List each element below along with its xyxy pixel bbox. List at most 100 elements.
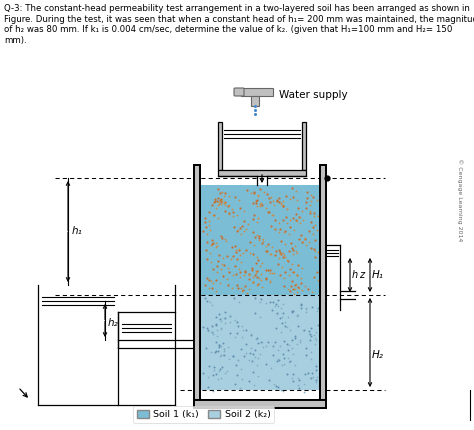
Point (250, 212, 258, 218)
Point (279, 203, 287, 210)
Legend: Soil 1 (k₁), Soil 2 (k₂): Soil 1 (k₁), Soil 2 (k₂) (134, 406, 274, 423)
Point (291, 333, 299, 340)
Point (270, 381, 278, 388)
Point (318, 370, 325, 377)
FancyBboxPatch shape (234, 88, 244, 96)
Point (235, 285, 242, 292)
Point (226, 356, 233, 362)
Point (212, 276, 219, 283)
Point (253, 218, 261, 225)
Point (237, 230, 245, 237)
Point (288, 375, 296, 381)
Point (222, 189, 229, 196)
Point (254, 203, 261, 210)
Text: Figure. During the test, it was seen that when a constant head of h₁= 200 mm was: Figure. During the test, it was seen tha… (4, 15, 474, 24)
Point (275, 261, 283, 267)
Point (213, 326, 221, 333)
Point (209, 388, 217, 395)
Point (289, 378, 296, 384)
Point (304, 370, 311, 377)
Point (270, 343, 277, 350)
Point (310, 245, 318, 252)
Point (246, 357, 253, 364)
Point (296, 213, 303, 220)
Point (213, 263, 221, 270)
Point (221, 208, 228, 215)
Point (228, 206, 236, 212)
Point (301, 370, 309, 377)
Point (246, 271, 253, 278)
Point (246, 238, 254, 245)
Point (250, 189, 257, 196)
Point (264, 339, 272, 346)
Point (204, 327, 212, 334)
Point (209, 212, 217, 218)
Point (219, 340, 227, 347)
Point (204, 374, 211, 381)
Point (273, 310, 281, 316)
Point (297, 304, 304, 311)
Point (249, 251, 257, 258)
Point (220, 315, 228, 322)
Point (241, 268, 249, 275)
Point (290, 269, 298, 276)
Point (298, 275, 305, 282)
Point (287, 357, 294, 364)
Point (274, 355, 282, 362)
Point (285, 341, 293, 348)
Point (294, 312, 301, 319)
Point (302, 305, 310, 312)
Point (255, 234, 263, 241)
Point (283, 220, 291, 227)
Point (279, 387, 287, 394)
Point (311, 335, 319, 342)
Point (201, 281, 209, 288)
Point (258, 259, 266, 266)
Point (212, 243, 219, 250)
Point (236, 298, 243, 305)
Point (309, 288, 316, 295)
Point (264, 208, 271, 215)
Point (220, 346, 228, 353)
Point (229, 271, 237, 278)
Point (311, 221, 319, 228)
Point (203, 255, 211, 262)
Point (249, 369, 257, 376)
Point (217, 233, 225, 240)
Point (234, 319, 241, 326)
Point (238, 288, 246, 295)
Point (236, 252, 244, 259)
Point (256, 351, 264, 358)
Point (253, 281, 261, 288)
Bar (200, 185, 320, 295)
Point (225, 268, 232, 275)
Point (264, 240, 272, 247)
Point (245, 271, 253, 278)
Point (206, 226, 213, 233)
Point (255, 373, 262, 380)
Point (242, 246, 250, 253)
Point (317, 380, 325, 387)
Point (302, 305, 310, 312)
Point (276, 342, 284, 349)
Point (233, 372, 241, 378)
Point (313, 307, 320, 314)
Point (214, 185, 222, 192)
Point (306, 228, 313, 235)
Point (314, 277, 321, 284)
Point (277, 237, 285, 244)
Point (273, 197, 281, 203)
Point (214, 195, 222, 202)
Point (280, 274, 287, 281)
Point (212, 338, 219, 345)
Point (223, 276, 230, 283)
Point (274, 384, 282, 390)
Point (254, 256, 262, 263)
Point (275, 247, 283, 254)
Point (251, 309, 258, 316)
Point (238, 323, 246, 330)
Point (303, 194, 310, 201)
Point (272, 216, 279, 223)
Point (282, 322, 289, 329)
Point (226, 313, 234, 319)
